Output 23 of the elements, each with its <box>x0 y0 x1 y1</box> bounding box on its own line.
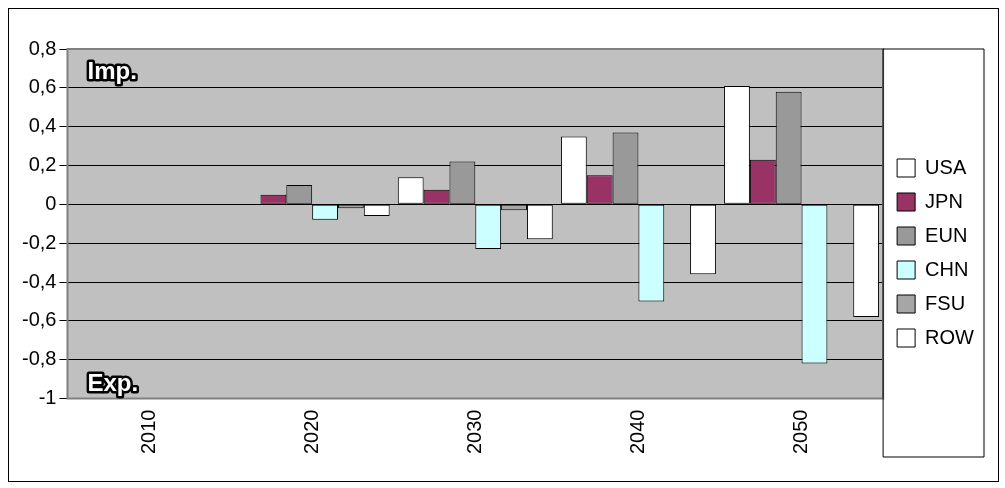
x-tick-label: 2050 <box>789 409 812 455</box>
annotation: Exp. <box>87 368 139 396</box>
y-tick-label: 0,2 <box>28 153 57 176</box>
y-tick-label: 0,6 <box>28 75 57 98</box>
x-tick-label: 2030 <box>462 409 485 455</box>
y-tick-label: -1 <box>38 386 57 409</box>
y-tick-label: -0,8 <box>21 347 57 370</box>
annotation: Imp. <box>87 57 137 84</box>
legend-label: JPN <box>925 189 963 212</box>
y-tick-label: -0,2 <box>21 230 57 253</box>
legend-label: FSU <box>925 291 966 314</box>
x-tick-label: 2020 <box>299 409 322 455</box>
y-tick-label: 0,4 <box>28 114 57 137</box>
y-tick-label: -0,6 <box>21 308 57 331</box>
y-tick-label: -0,4 <box>21 269 57 292</box>
legend-label: EUN <box>925 223 968 246</box>
legend-label: ROW <box>925 325 975 348</box>
x-tick-label: 2040 <box>625 409 648 455</box>
x-tick-label: 2010 <box>136 409 159 455</box>
y-tick-label: 0 <box>45 191 57 214</box>
legend-label: USA <box>925 155 967 178</box>
y-tick-label: 0,8 <box>28 36 57 59</box>
legend-label: CHN <box>925 257 969 280</box>
